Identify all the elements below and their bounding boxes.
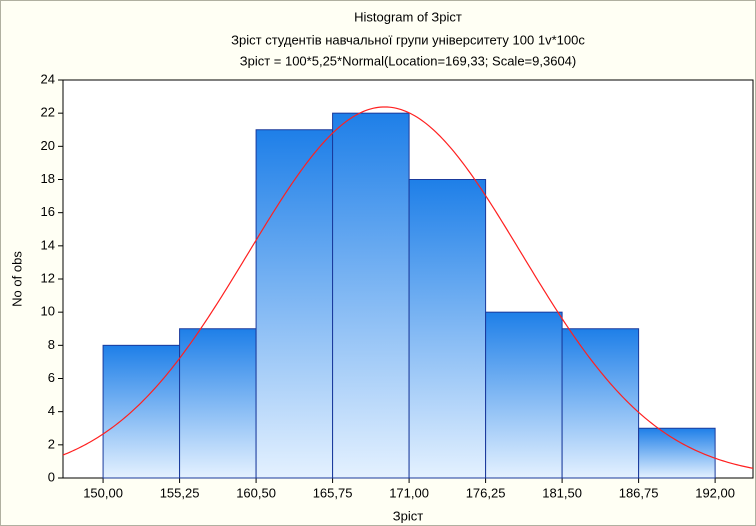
y-tick-label: 8 bbox=[48, 337, 55, 352]
fit-formula: Зрicт = 100*5,25*Normal(Location=169,33;… bbox=[240, 53, 577, 68]
y-tick-label: 10 bbox=[41, 304, 55, 319]
bar bbox=[332, 112, 410, 479]
bar bbox=[102, 344, 181, 479]
x-tick-label: 181,50 bbox=[542, 485, 582, 500]
y-tick-label: 24 bbox=[41, 71, 55, 86]
y-tick-label: 12 bbox=[41, 270, 55, 285]
x-tick-label: 186,75 bbox=[619, 485, 659, 500]
y-tick-label: 6 bbox=[48, 370, 55, 385]
y-tick-label: 14 bbox=[41, 237, 55, 252]
chart-subtitle: Зріст студентів навчальної групи універс… bbox=[231, 32, 585, 47]
bar bbox=[485, 311, 563, 479]
y-tick-label: 0 bbox=[48, 469, 55, 484]
y-tick-label: 22 bbox=[41, 105, 55, 120]
x-tick-label: 165,75 bbox=[313, 485, 353, 500]
bar bbox=[561, 328, 640, 479]
fit-curve bbox=[62, 106, 754, 469]
y-tick-label: 18 bbox=[41, 171, 55, 186]
y-tick-label: 2 bbox=[48, 436, 55, 451]
y-axis-label: No of obs bbox=[9, 251, 24, 307]
x-tick-label: 155,25 bbox=[160, 485, 200, 500]
x-tick-label: 176,25 bbox=[466, 485, 506, 500]
bar bbox=[255, 129, 334, 479]
chart-title: Histogram of Зрicт bbox=[354, 9, 462, 24]
bar bbox=[408, 179, 487, 479]
bar bbox=[179, 328, 257, 479]
x-axis-label: Зрicт bbox=[393, 508, 423, 523]
x-tick-label: 160,50 bbox=[236, 485, 276, 500]
x-tick-label: 171,00 bbox=[389, 485, 429, 500]
bar bbox=[638, 427, 716, 479]
x-tick-label: 150,00 bbox=[83, 485, 123, 500]
x-tick-label: 192,00 bbox=[695, 485, 735, 500]
y-tick-label: 16 bbox=[41, 204, 55, 219]
y-tick-label: 4 bbox=[48, 403, 55, 418]
y-tick-label: 20 bbox=[41, 138, 55, 153]
